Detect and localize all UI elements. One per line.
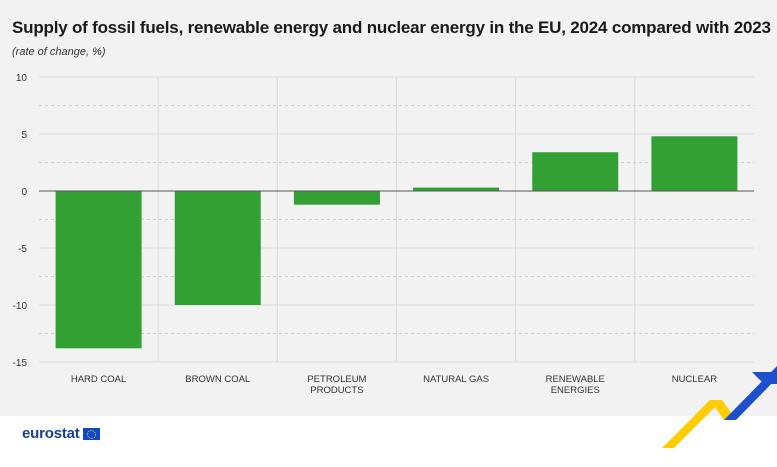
eurostat-logo: eurostat [22,425,100,442]
brand-name: eurostat [22,425,80,442]
y-tick-label: -10 [13,301,28,312]
y-tick-label: -5 [18,244,27,255]
bar [293,191,380,205]
x-tick-label: BROWN COAL [185,374,250,385]
eu-flag-icon [82,427,100,440]
bar [55,191,142,349]
bar [174,191,261,305]
x-tick-label: RENEWABLE ENERGIES [546,374,605,396]
chart-card: Supply of fossil fuels, renewable energy… [0,0,777,416]
x-tick-label: PETROLEUM PRODUCTS [307,374,366,396]
x-tick-label: NUCLEAR [672,374,718,385]
x-tick-label: HARD COAL [71,374,126,385]
y-tick-label: 5 [21,130,27,141]
bar-chart: 10 5 0 -5 -10 -15 HARD COAL BROWN COAL PETROLEUM… [13,73,754,396]
bar [413,187,500,191]
chart-title: Supply of fossil fuels, renewable energy… [12,18,771,37]
y-tick-label: -15 [13,358,28,369]
x-tick-label: NATURAL GAS [423,374,489,385]
y-tick-label: 10 [16,73,28,84]
bar [532,152,619,191]
footer: eurostat [0,416,777,467]
chart-subtitle: (rate of change, %) [12,46,106,58]
bar [651,136,738,191]
corner-stripe-decoration [662,366,777,448]
y-tick-label: 0 [21,187,27,198]
